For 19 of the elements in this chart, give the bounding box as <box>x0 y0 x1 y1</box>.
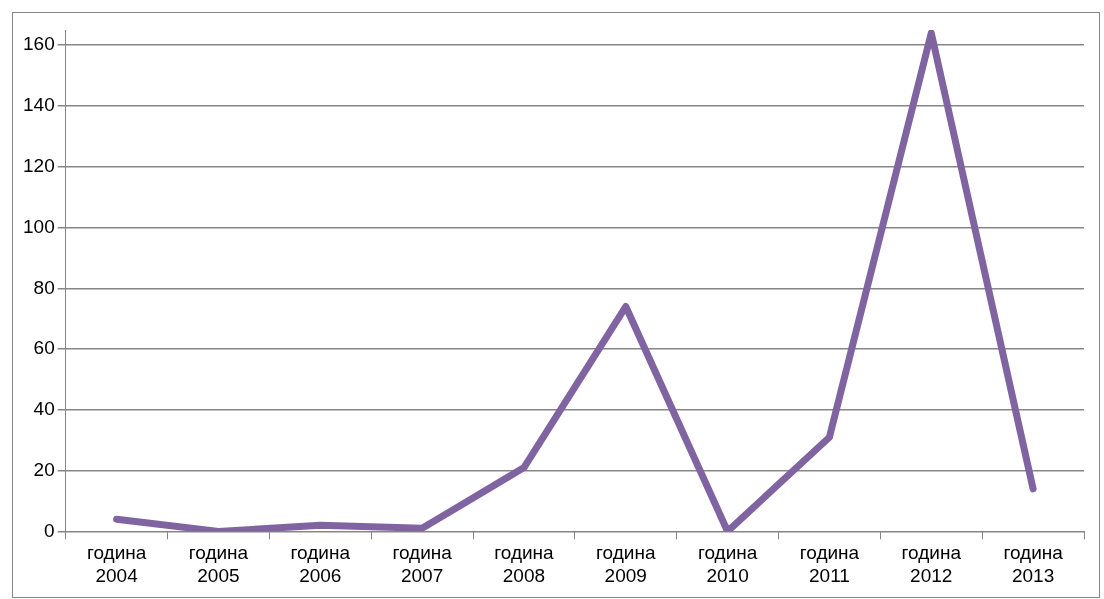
x-tick-label: година 2007 <box>392 542 453 586</box>
y-tick-label: 140 <box>23 94 55 116</box>
x-tick-label: година 2010 <box>697 542 758 586</box>
y-tick-label: 40 <box>33 398 55 420</box>
x-tick-label: година 2008 <box>494 542 555 586</box>
x-tick-label: година 2004 <box>86 542 147 586</box>
y-tick-label: 60 <box>33 337 55 359</box>
x-tick-label: година 2009 <box>596 542 656 586</box>
y-tick-label: 160 <box>23 33 55 55</box>
y-tick-label: 20 <box>33 458 55 480</box>
x-tick-label: година 2005 <box>188 542 249 586</box>
x-tick-label: година 2011 <box>799 542 860 586</box>
y-tick-label: 100 <box>23 215 55 237</box>
y-tick-label: 0 <box>44 519 55 541</box>
y-tick-label: 80 <box>33 276 55 298</box>
y-tick-label: 120 <box>23 154 55 176</box>
x-tick-label: година 2012 <box>901 542 962 586</box>
x-tick-label: година 2006 <box>290 542 351 586</box>
x-tick-label: година 2013 <box>1003 542 1064 586</box>
